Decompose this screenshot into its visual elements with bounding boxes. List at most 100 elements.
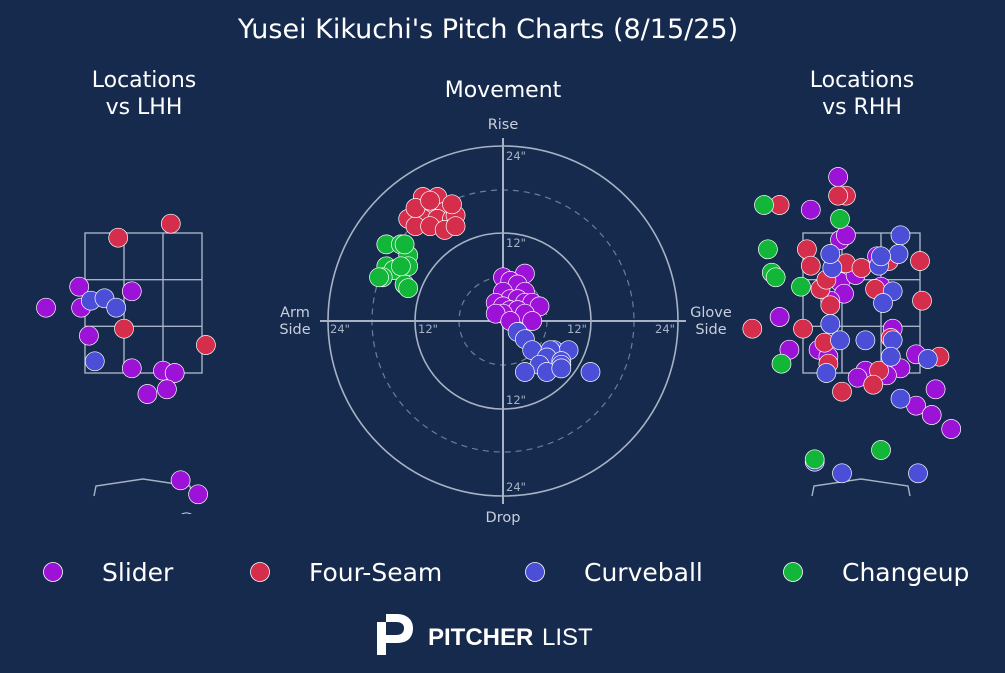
pitch-point-changeup [771, 353, 792, 374]
pitch-point-four-seam [910, 251, 930, 271]
pitch-point-slider [164, 363, 185, 383]
pitcherlist-p-icon [377, 614, 413, 655]
pitch-point-four-seam [793, 318, 813, 339]
ring-label-bottom-12: 12" [506, 393, 526, 407]
pitch-point-four-seam [108, 227, 129, 248]
lhh-title-line1: Locations [92, 68, 197, 93]
pitch-point-curveball [84, 351, 105, 372]
legend-marker-four-seam [250, 562, 270, 582]
legend-marker-curveball [525, 562, 545, 582]
lhh-title-line2: vs LHH [106, 95, 183, 120]
pitcherlist-logo: PITCHER LIST [377, 614, 593, 655]
ring-label-bottom-24: 24" [506, 480, 526, 494]
pitch-point-curveball [820, 314, 841, 334]
pitch-point-changeup [369, 267, 389, 288]
pitch-point-curveball [832, 463, 852, 484]
axis-label-arm: Arm [280, 305, 310, 321]
pitch-point-slider [69, 276, 90, 297]
pitch-point-four-seam [160, 213, 181, 234]
pitch-point-four-seam [828, 185, 848, 206]
pitch-point-curveball [820, 244, 841, 264]
pitch-point-changeup [765, 267, 786, 288]
brand-light: LIST [542, 624, 593, 651]
pitch-point-slider [925, 379, 946, 400]
axis-label-glove: Glove [690, 305, 732, 321]
pitch-point-four-seam [912, 290, 932, 311]
pitch-point-four-seam [114, 318, 134, 339]
pitch-point-changeup [804, 449, 825, 470]
pitch-point-curveball [880, 346, 901, 367]
legend-label-four-seam: Four-Seam [309, 558, 442, 587]
axis-label-drop: Drop [486, 510, 521, 526]
movement-grid [320, 138, 686, 504]
pitch-point-slider [800, 199, 821, 220]
pitch-point-slider [137, 384, 158, 404]
legend-label-slider: Slider [102, 558, 174, 587]
pitch-point-slider [522, 311, 543, 331]
pitch-point-changeup [398, 278, 419, 299]
pitch-point-changeup [830, 209, 850, 229]
legend-label-curveball: Curveball [584, 558, 703, 587]
pitch-point-changeup [754, 195, 774, 215]
pitch-point-four-seam [445, 216, 466, 237]
pitch-point-curveball [871, 246, 891, 267]
pitch-point-four-seam [851, 258, 872, 278]
pitch-point-curveball [551, 358, 572, 379]
pitch-point-curveball [515, 362, 535, 382]
pitch-point-curveball [855, 330, 876, 351]
pitch-point-curveball [106, 297, 127, 318]
rhh-title-line1: Locations [810, 68, 915, 93]
pitch-point-slider [941, 419, 962, 439]
pitch-point-curveball [890, 225, 911, 246]
brand-bold: PITCHER [428, 624, 533, 651]
pitch-point-slider [181, 512, 192, 514]
axis-label-side-left: Side [279, 322, 310, 338]
pitch-point-slider [157, 379, 177, 400]
ring-label-right-12: 12" [567, 322, 587, 336]
pitch-point-four-seam [420, 190, 440, 211]
pitch-point-four-seam [797, 239, 817, 260]
movement-points [369, 187, 601, 382]
pitch-point-slider [188, 484, 208, 505]
pitch-point-curveball [873, 293, 893, 313]
pitch-point-four-seam [742, 318, 763, 339]
axis-label-rise: Rise [488, 117, 519, 133]
axis-label-side-right: Side [695, 322, 726, 338]
pitch-point-changeup [871, 440, 891, 460]
ring-label-left-24: 24" [330, 322, 350, 336]
lhh-points [36, 213, 216, 514]
ring-label-left-12: 12" [418, 322, 438, 336]
pitch-point-slider [170, 470, 191, 491]
pitch-point-curveball [580, 362, 601, 382]
pitch-point-slider [828, 167, 848, 187]
pitch-point-slider [121, 358, 142, 379]
chart-title: Yusei Kikuchi's Pitch Charts (8/15/25) [237, 14, 738, 45]
pitch-point-four-seam [800, 255, 821, 276]
pitch-point-changeup [791, 276, 811, 297]
pitch-point-four-seam [820, 295, 841, 316]
pitch-point-curveball [888, 244, 909, 264]
pitch-point-curveball [816, 363, 837, 383]
rhh-home-plate [811, 478, 911, 497]
legend: Slider Four-Seam Curveball Changeup [43, 558, 969, 587]
legend-marker-slider [43, 562, 63, 582]
legend-label-changeup: Changeup [842, 558, 969, 587]
pitch-point-four-seam [442, 194, 462, 215]
rhh-title-line2: vs RHH [822, 95, 902, 120]
pitch-point-curveball [890, 388, 911, 409]
pitch-point-changeup [391, 256, 411, 277]
ring-label-top-12: 12" [506, 236, 526, 250]
pitch-point-four-seam [196, 335, 216, 355]
pitch-point-slider [921, 405, 942, 425]
pitch-point-changeup [394, 234, 415, 255]
pitch-point-slider [121, 281, 142, 302]
pitch-point-changeup [758, 239, 778, 260]
pitch-point-four-seam [863, 374, 884, 395]
pitch-point-curveball [917, 349, 938, 369]
movement-title: Movement [445, 78, 562, 103]
legend-marker-changeup [783, 562, 803, 582]
ring-label-right-24: 24" [655, 322, 675, 336]
pitch-point-curveball [882, 330, 903, 351]
pitch-point-curveball [830, 330, 850, 351]
